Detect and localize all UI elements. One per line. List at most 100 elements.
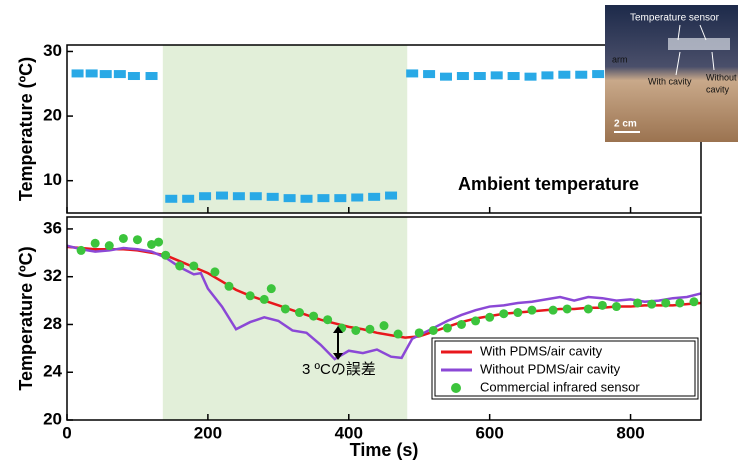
sensor-strip	[668, 38, 730, 50]
point	[232, 192, 245, 201]
point	[575, 70, 588, 79]
pointer	[677, 24, 681, 41]
annotation: Ambient temperature	[458, 174, 639, 194]
point	[266, 192, 279, 201]
legend-label: Commercial infrared sensor	[480, 379, 640, 394]
inset-photo: Temperature sensor arm With cavity Witho…	[605, 5, 738, 142]
pointer	[699, 24, 707, 41]
point	[456, 319, 466, 329]
point	[541, 71, 554, 80]
legend-box	[431, 337, 699, 400]
point	[71, 69, 84, 78]
point	[365, 324, 375, 334]
plot-frame	[66, 216, 702, 421]
point	[199, 192, 212, 201]
point	[423, 70, 436, 79]
point	[499, 309, 509, 319]
point	[633, 298, 643, 308]
point	[154, 237, 164, 247]
point	[473, 72, 486, 81]
legend-label: Without PDMS/air cavity	[480, 361, 621, 376]
annotation: 3 ºCの誤差	[302, 361, 376, 378]
point	[351, 325, 361, 335]
point	[558, 70, 571, 79]
inset-label: arm	[612, 54, 628, 64]
point	[548, 305, 558, 315]
point	[611, 302, 621, 312]
point	[490, 71, 503, 80]
point	[689, 297, 699, 307]
panel: 20 24 28 32 36 0 200 400 600 800 Temperature (ºC) T…	[16, 216, 702, 460]
point	[294, 308, 304, 318]
y-tick-label: 24	[43, 362, 62, 381]
x-tick-label: 600	[475, 423, 503, 442]
point	[351, 193, 364, 202]
point	[145, 72, 158, 81]
y-axis-label: Temperature (ºC)	[16, 246, 36, 390]
point	[317, 194, 330, 203]
y-tick-label: 30	[43, 41, 62, 60]
point	[442, 323, 452, 333]
point	[592, 70, 605, 79]
data-line	[66, 245, 702, 339]
point	[485, 312, 495, 322]
y-tick-label: 20	[43, 409, 62, 428]
legend-swatch	[451, 383, 461, 393]
point	[189, 261, 199, 271]
point	[182, 194, 195, 203]
point	[118, 233, 128, 243]
photo	[605, 5, 738, 142]
point	[245, 291, 255, 301]
x-tick-label: 800	[616, 423, 644, 442]
point	[132, 235, 142, 245]
point	[161, 250, 171, 260]
point	[471, 316, 481, 326]
x-tick-label: 200	[194, 423, 222, 442]
point	[323, 315, 333, 325]
point	[675, 298, 685, 308]
point	[507, 72, 520, 81]
point	[309, 311, 319, 321]
point	[99, 70, 112, 79]
data-line	[66, 244, 702, 361]
shaded-region	[162, 45, 408, 213]
point	[280, 304, 290, 314]
point	[647, 299, 657, 309]
point	[583, 304, 593, 314]
point	[224, 281, 234, 291]
point	[414, 328, 424, 338]
point	[283, 194, 296, 203]
point	[661, 298, 671, 308]
point	[562, 304, 572, 314]
y-tick-label: 28	[43, 314, 62, 333]
point	[527, 305, 537, 315]
x-tick-label: 0	[62, 423, 71, 442]
point	[368, 192, 381, 201]
inset-label: cavity	[706, 84, 730, 94]
legend-label: With PDMS/air cavity	[480, 343, 603, 358]
y-tick-label: 20	[43, 106, 62, 125]
point	[90, 238, 100, 248]
point	[428, 325, 438, 335]
pointer	[711, 51, 715, 71]
point	[165, 194, 178, 203]
y-axis-label: Temperature (ºC)	[16, 57, 36, 201]
point	[215, 191, 228, 200]
arrow-head	[333, 326, 343, 360]
point	[85, 69, 98, 78]
point	[175, 261, 185, 271]
x-tick-label: 400	[335, 423, 363, 442]
point	[104, 241, 114, 251]
legend-box	[434, 340, 696, 397]
inset-label: Temperature sensor	[630, 13, 720, 24]
point	[113, 70, 126, 79]
point	[513, 308, 523, 318]
point	[456, 72, 469, 81]
point	[379, 321, 389, 331]
y-tick-label: 10	[43, 170, 62, 189]
point	[266, 284, 276, 294]
point	[147, 239, 157, 249]
point	[393, 329, 403, 339]
inset-label: With cavity	[648, 76, 692, 86]
